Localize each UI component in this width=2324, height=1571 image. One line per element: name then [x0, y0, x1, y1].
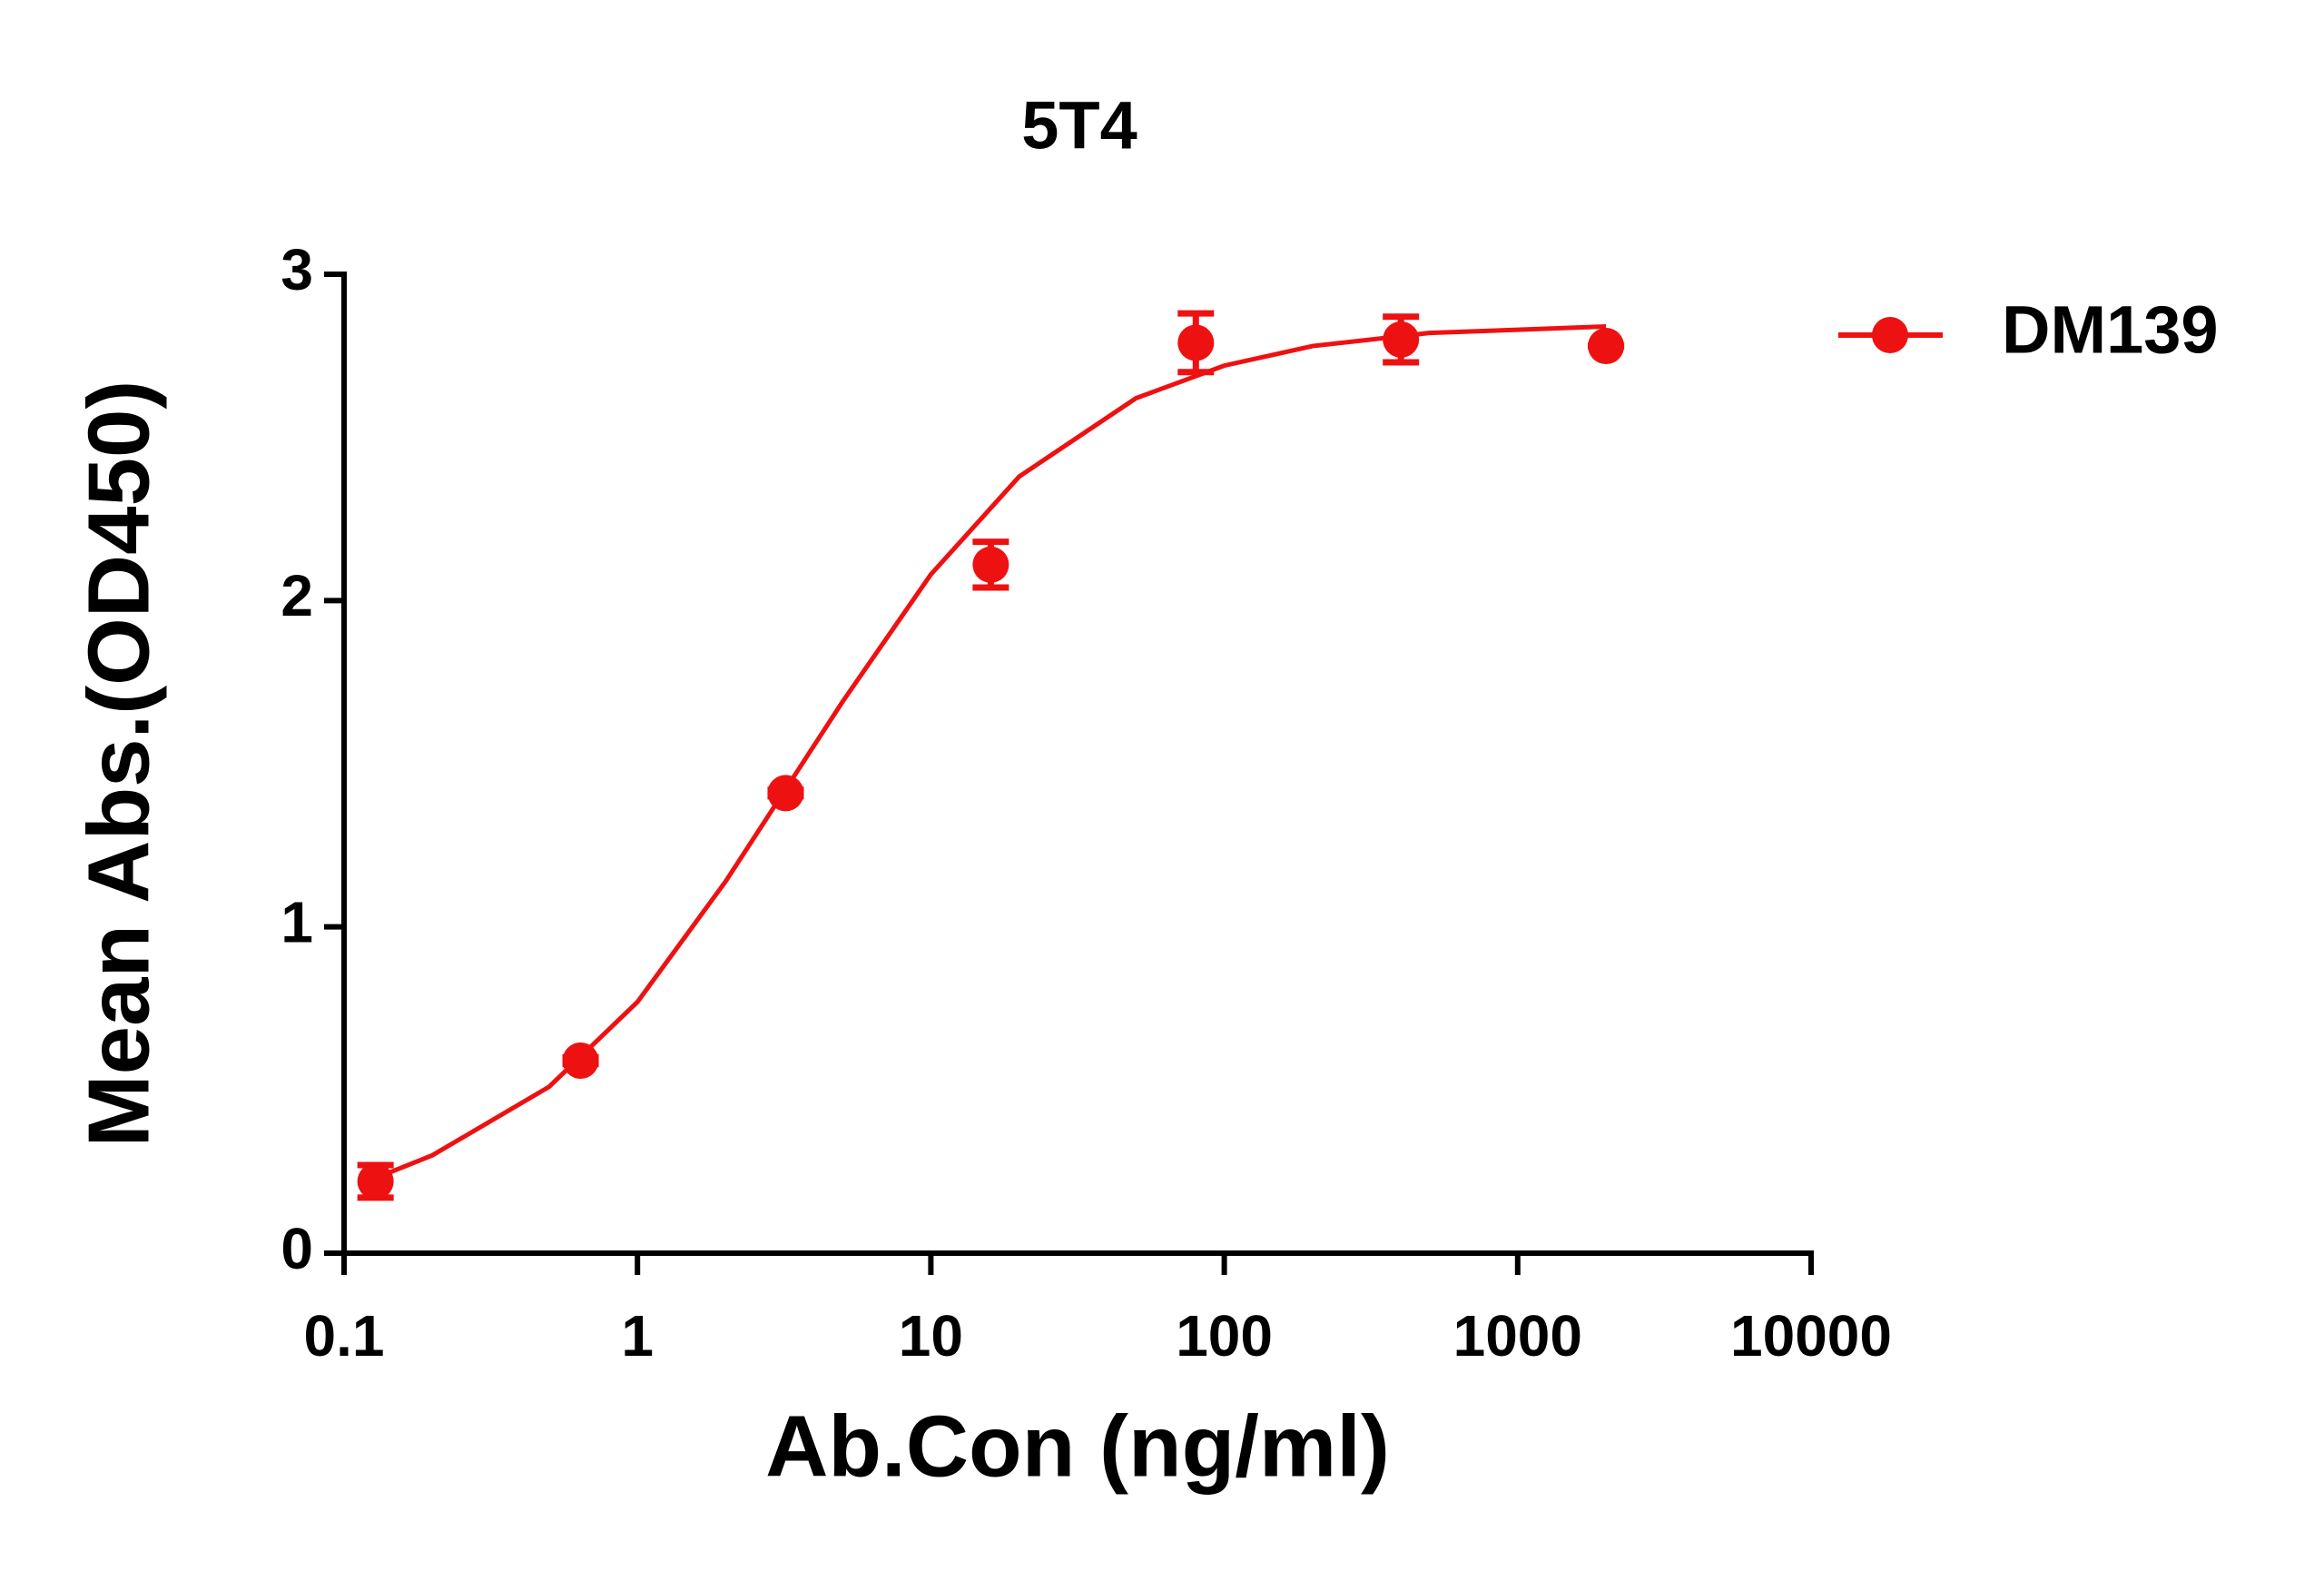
x-tick-label: 1 — [621, 1303, 654, 1368]
data-point — [767, 775, 804, 812]
fit-curve — [374, 323, 1607, 1181]
data-point — [1383, 321, 1420, 358]
y-tick-label: 0 — [281, 1216, 313, 1281]
y-axis-label: Mean Abs.(OD450) — [70, 380, 167, 1148]
y-tick-label: 3 — [281, 237, 313, 302]
data-point — [1177, 324, 1215, 361]
x-tick-label: 10 — [899, 1303, 963, 1368]
legend-label: DM139 — [2002, 292, 2219, 368]
x-tick-label: 1000 — [1453, 1303, 1582, 1368]
x-axis-label: Ab.Con (ng/ml) — [765, 1398, 1390, 1495]
data-point — [1588, 328, 1625, 365]
x-tick-label: 100 — [1176, 1303, 1273, 1368]
data-point — [972, 546, 1009, 583]
data-point — [357, 1162, 394, 1200]
chart-title: 5T4 — [1021, 88, 1137, 163]
data-point — [562, 1042, 599, 1079]
x-tick-label: 10000 — [1730, 1303, 1892, 1368]
legend-marker — [1872, 317, 1908, 353]
x-tick-label: 0.1 — [304, 1303, 385, 1368]
y-tick-label: 2 — [281, 563, 313, 628]
y-tick-label: 1 — [281, 890, 313, 955]
